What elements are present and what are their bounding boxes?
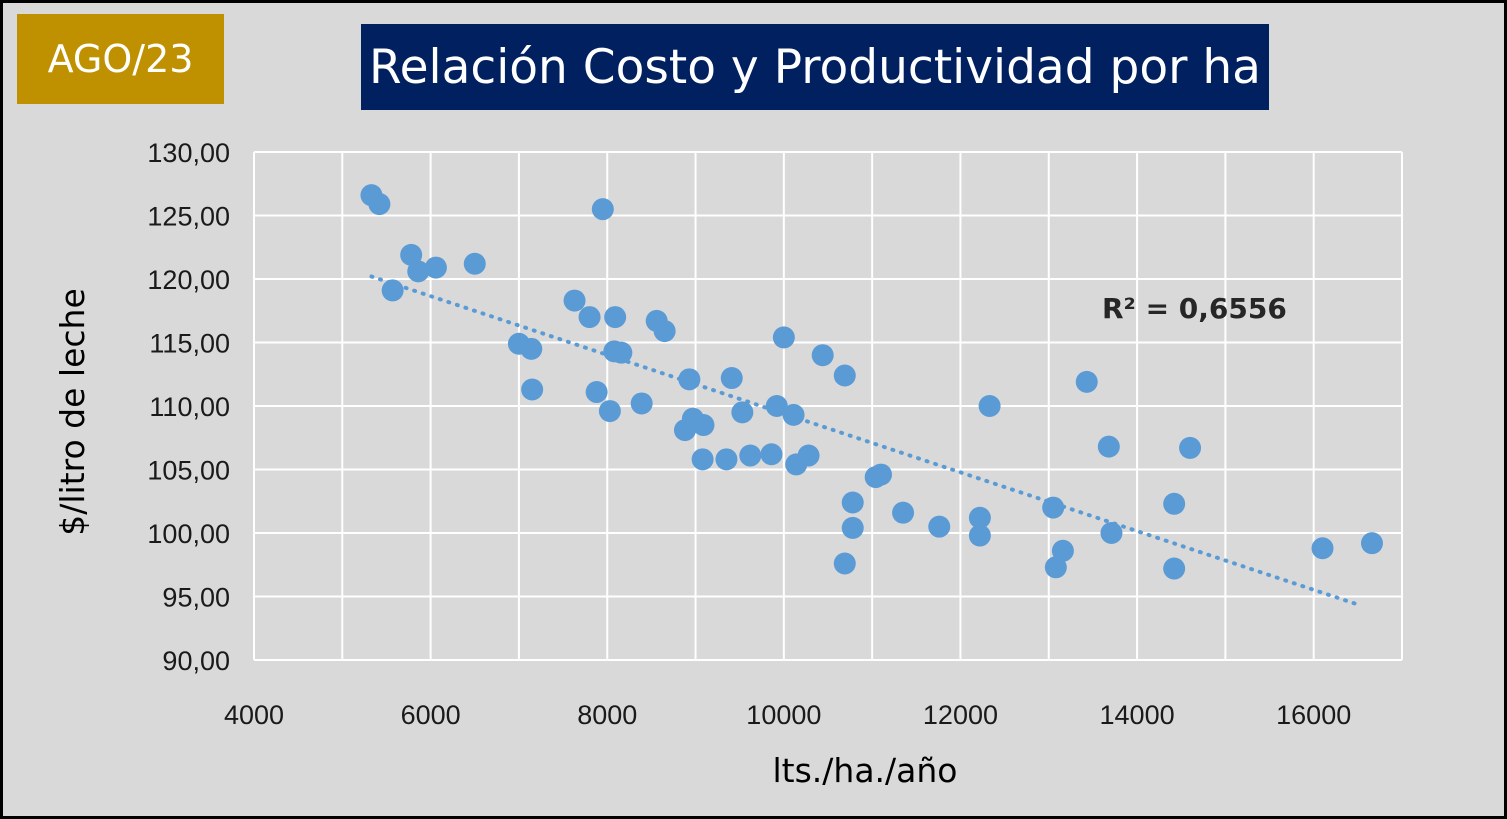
data-point bbox=[1097, 435, 1120, 458]
x-tick-label: 10000 bbox=[746, 700, 821, 730]
x-tick-labels: 4000 6000 8000 10000 12000 14000 16000 bbox=[224, 700, 1351, 730]
x-tick-label: 12000 bbox=[923, 700, 998, 730]
x-tick-label: 16000 bbox=[1276, 700, 1351, 730]
data-point bbox=[797, 444, 820, 467]
data-point bbox=[1179, 436, 1202, 459]
data-point bbox=[604, 306, 627, 329]
data-point bbox=[407, 260, 430, 283]
data-point bbox=[1051, 539, 1074, 562]
data-point bbox=[765, 395, 788, 417]
data-point bbox=[841, 491, 864, 514]
data-point bbox=[653, 320, 676, 343]
data-point bbox=[978, 395, 1001, 417]
y-tick-label: 105,00 bbox=[147, 456, 230, 486]
gridlines bbox=[253, 151, 1403, 661]
data-point bbox=[760, 443, 783, 466]
data-point bbox=[1360, 532, 1383, 555]
data-point bbox=[692, 414, 715, 437]
data-point bbox=[463, 252, 486, 275]
trendline-group bbox=[369, 274, 1363, 608]
data-point bbox=[739, 444, 762, 467]
y-tick-label: 130,00 bbox=[147, 138, 230, 168]
data-point bbox=[368, 193, 391, 216]
y-tick-label: 110,00 bbox=[149, 392, 230, 422]
data-point bbox=[598, 400, 621, 423]
data-point bbox=[521, 378, 544, 401]
x-tick-label: 14000 bbox=[1100, 700, 1175, 730]
data-point bbox=[610, 341, 633, 364]
r-squared-annotation: R² = 0,6556 bbox=[1102, 292, 1287, 325]
data-point bbox=[715, 448, 738, 471]
data-point bbox=[630, 392, 653, 415]
data-point bbox=[1100, 522, 1123, 544]
data-point bbox=[691, 448, 714, 471]
data-point bbox=[928, 515, 951, 538]
data-point bbox=[1075, 370, 1098, 393]
x-axis-title: lts./ha./año bbox=[773, 751, 958, 790]
data-point bbox=[892, 501, 915, 524]
data-point bbox=[731, 401, 754, 424]
data-point bbox=[720, 367, 743, 390]
data-point bbox=[833, 552, 856, 575]
data-point bbox=[424, 256, 447, 279]
x-tick-label: 4000 bbox=[224, 700, 284, 730]
data-point bbox=[678, 368, 701, 391]
data-point bbox=[968, 506, 991, 529]
y-tick-label: 95,00 bbox=[162, 583, 230, 613]
y-tick-label: 100,00 bbox=[147, 519, 230, 549]
data-point bbox=[833, 364, 856, 387]
date-badge: AGO/23 bbox=[17, 14, 224, 104]
data-point bbox=[811, 344, 834, 367]
data-point bbox=[563, 289, 586, 312]
y-tick-label: 125,00 bbox=[147, 202, 230, 232]
data-point bbox=[400, 243, 423, 266]
data-point bbox=[1163, 557, 1186, 580]
trendline bbox=[369, 274, 1363, 608]
data-point bbox=[1042, 496, 1065, 519]
x-tick-label: 6000 bbox=[401, 700, 461, 730]
data-points bbox=[360, 184, 1383, 580]
data-point bbox=[782, 403, 805, 426]
data-point bbox=[1311, 537, 1334, 560]
data-point bbox=[1044, 556, 1067, 579]
data-point bbox=[591, 198, 614, 221]
data-point bbox=[520, 337, 543, 360]
data-point bbox=[381, 279, 404, 302]
data-point bbox=[841, 516, 864, 539]
data-point bbox=[968, 524, 991, 547]
chart-title: Relación Costo y Productividad por ha bbox=[361, 24, 1269, 110]
data-point bbox=[772, 326, 795, 349]
y-tick-labels: 90,00 95,00 100,00 105,00 110,00 115,00 120,00… bbox=[147, 138, 230, 676]
data-point bbox=[869, 463, 892, 486]
data-point bbox=[585, 381, 608, 404]
y-tick-label: 120,00 bbox=[147, 265, 230, 295]
y-tick-label: 115,00 bbox=[149, 329, 230, 359]
data-point bbox=[578, 306, 601, 329]
x-tick-label: 8000 bbox=[577, 700, 637, 730]
data-point bbox=[1163, 492, 1186, 515]
y-axis-title: $/litro de leche bbox=[53, 288, 92, 535]
y-tick-label: 90,00 bbox=[162, 646, 230, 676]
